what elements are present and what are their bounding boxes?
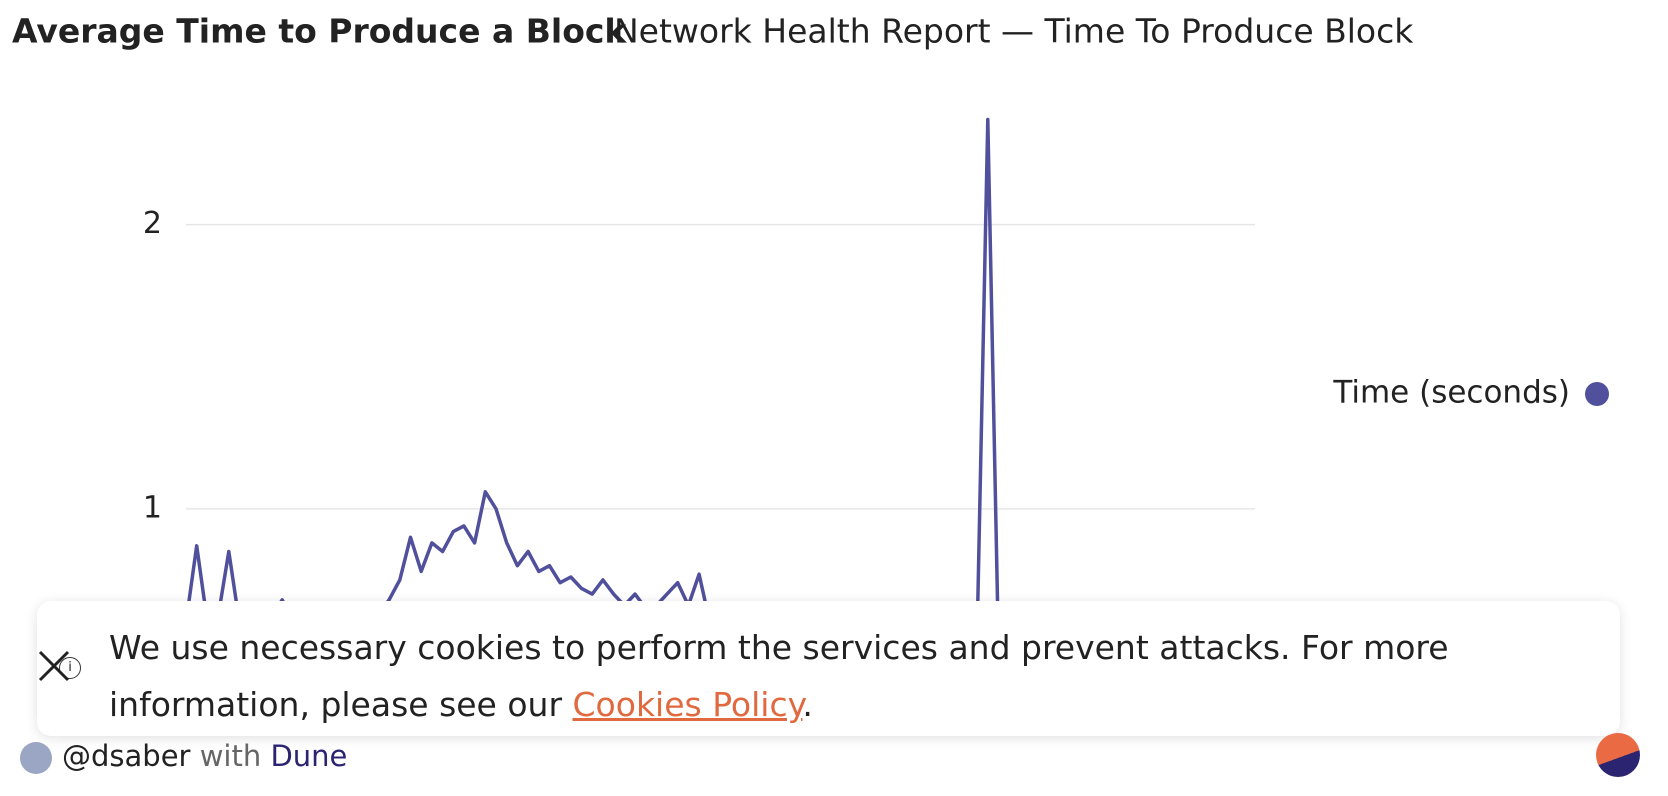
brand[interactable]: Dune [270, 739, 348, 773]
banner-end: . [802, 685, 813, 724]
chart-title: Average Time to Produce a Block [12, 12, 627, 51]
series-line [184, 117, 1256, 653]
legend-swatch [1585, 382, 1609, 406]
user[interactable]: @dsaber [62, 739, 191, 773]
y-tick-label: 2 [143, 206, 162, 241]
avatar [20, 742, 52, 774]
close-button[interactable] [37, 649, 71, 683]
y-tick-label: 1 [143, 490, 162, 525]
dune-logo[interactable] [1596, 733, 1640, 777]
chart-subtitle: Network Health Report — Time To Produce … [614, 12, 1414, 51]
info-icon: i [59, 657, 81, 679]
with: with [199, 739, 262, 773]
legend-label: Time (seconds) [1332, 375, 1570, 411]
cookies-link[interactable]: Cookies Policy [572, 685, 803, 724]
footer: @dsaber with Dune [20, 736, 347, 776]
banner-text: We use necessary cookies to perform the … [109, 628, 1449, 724]
cookie-banner: i We use necessary cookies to perform th… [37, 601, 1620, 736]
